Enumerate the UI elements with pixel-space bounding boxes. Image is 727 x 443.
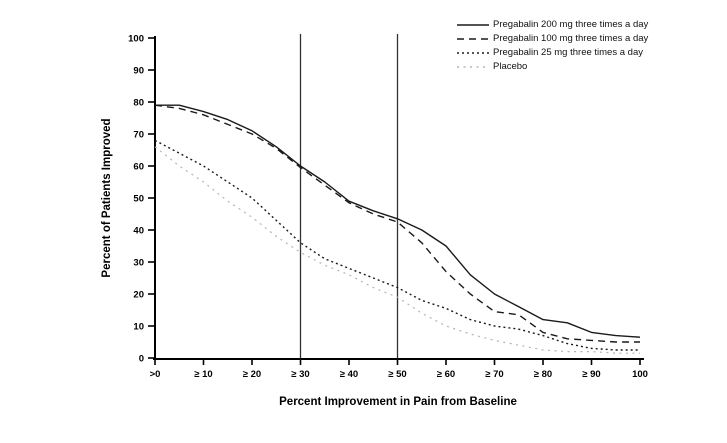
y-tick-label: 10 xyxy=(133,322,144,333)
series-line-0 xyxy=(155,104,641,338)
legend-line-swatch xyxy=(457,51,489,54)
y-tick-label: 90 xyxy=(133,66,144,77)
y-tick-label: 70 xyxy=(133,130,144,141)
x-tick-label: ≥ 20 xyxy=(243,369,261,380)
x-tick-label: ≥ 80 xyxy=(534,369,552,380)
x-tick-label: ≥ 60 xyxy=(437,369,455,380)
legend-item-1: Pregabalin 100 mg three times a day xyxy=(456,32,648,45)
y-tick-label: 100 xyxy=(128,34,144,45)
x-tick-label: >0 xyxy=(150,369,161,380)
y-tick-label: 80 xyxy=(133,98,144,109)
x-tick-label: ≥ 70 xyxy=(485,369,503,380)
y-tick-label: 40 xyxy=(133,226,144,237)
y-tick-label: 60 xyxy=(133,162,144,173)
series-line-2 xyxy=(154,139,640,351)
x-tick-label: ≥ 10 xyxy=(194,369,212,380)
legend: Pregabalin 200 mg three times a day Prega… xyxy=(456,18,648,73)
x-tick-label: ≥ 90 xyxy=(582,369,600,380)
legend-label: Pregabalin 200 mg three times a day xyxy=(493,19,649,30)
x-tick-label: ≥ 50 xyxy=(388,369,406,380)
x-tick-label: ≥ 40 xyxy=(340,369,358,380)
x-tick-label: 100 xyxy=(632,369,648,380)
x-tick-label: ≥ 30 xyxy=(291,369,309,380)
legend-label: Pregabalin 25 mg three times a day xyxy=(493,47,643,58)
axes: 0 10 20 30 40 50 60 70 80 90 100 >0 ≥ 10 ≥ 20 ≥ 30 ≥ 40… xyxy=(128,34,648,381)
legend-item-2: Pregabalin 25 mg three times a day xyxy=(456,46,648,59)
legend-item-3: Placebo xyxy=(456,60,648,73)
legend-item-0: Pregabalin 200 mg three times a day xyxy=(456,18,648,31)
legend-label: Placebo xyxy=(493,61,528,72)
series-lines xyxy=(154,104,641,354)
y-tick-label: 20 xyxy=(133,290,144,301)
legend-line-swatch xyxy=(457,65,489,68)
series-line-3 xyxy=(154,146,640,354)
y-tick-label: 30 xyxy=(133,258,144,269)
x-axis-title: Percent Improvement in Pain from Baselin… xyxy=(279,396,517,408)
reference-lines xyxy=(299,34,399,358)
y-tick-label: 0 xyxy=(139,354,144,365)
y-axis-title: Percent of Patients Improved xyxy=(101,118,113,277)
legend-line-swatch xyxy=(457,37,489,40)
legend-line-swatch xyxy=(457,23,489,26)
series-line-1 xyxy=(154,104,640,343)
y-tick-label: 50 xyxy=(133,194,144,205)
legend-label: Pregabalin 100 mg three times a day xyxy=(493,33,649,44)
